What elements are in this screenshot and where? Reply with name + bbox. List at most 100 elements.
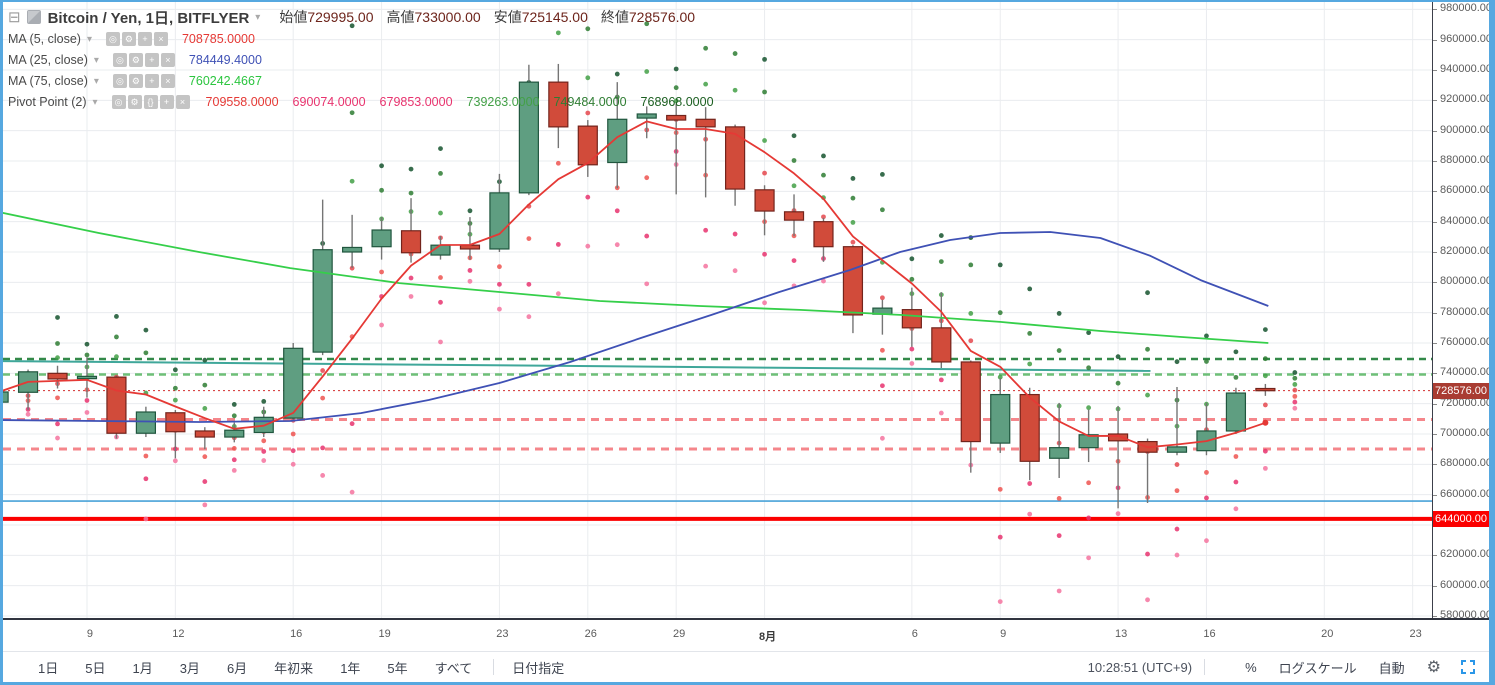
divider bbox=[1204, 659, 1206, 675]
pivot-s2-value: 679853.0000 bbox=[379, 95, 453, 109]
range-button-1年[interactable]: 1年 bbox=[340, 660, 361, 676]
add-icon[interactable]: + bbox=[144, 74, 159, 88]
candle-body bbox=[283, 347, 304, 419]
x-axis-label: 9 bbox=[86, 628, 94, 640]
bottom-toolbar: 1日 5日 1月 3月 6月 年初来 1年 5年 すべて 日付指定 10:28:51 (UTC+9… bbox=[0, 651, 1489, 682]
y-axis-tick bbox=[1433, 585, 1437, 587]
visibility-icon[interactable]: ◎ bbox=[112, 74, 127, 88]
y-axis-tick bbox=[1433, 343, 1437, 344]
visibility-icon[interactable]: ◎ bbox=[105, 32, 120, 46]
candle-body bbox=[842, 246, 864, 316]
candle-body bbox=[960, 361, 981, 443]
divider bbox=[493, 659, 495, 675]
ma75-line bbox=[3, 212, 1269, 344]
candle bbox=[724, 124, 746, 206]
y-axis-tick bbox=[1433, 373, 1437, 375]
chevron-down-icon[interactable]: ▾ bbox=[92, 96, 98, 108]
pivot-s1-value: 690074.0000 bbox=[292, 95, 366, 109]
candle-body bbox=[666, 114, 687, 121]
indicator-buttons: ◎ ⚙ + × bbox=[112, 53, 177, 67]
price-axis[interactable]: 580000.00600000.00620000.00640000.006600… bbox=[1433, 2, 1492, 621]
fullscreen-icon[interactable] bbox=[1461, 660, 1475, 674]
visibility-icon[interactable]: ◎ bbox=[112, 53, 127, 67]
date-range-button[interactable]: 日付指定 bbox=[512, 660, 565, 676]
indicator-buttons: ◎ ⚙ + × bbox=[105, 32, 170, 46]
candle bbox=[1019, 387, 1040, 481]
y-axis-tick bbox=[1433, 100, 1437, 102]
range-button-3月[interactable]: 3月 bbox=[179, 660, 200, 676]
y-axis-tick bbox=[1433, 494, 1437, 496]
y-axis-tick bbox=[1433, 221, 1437, 223]
source-icon[interactable]: {} bbox=[143, 95, 158, 109]
candle bbox=[430, 236, 451, 260]
candle bbox=[872, 299, 893, 335]
y-axis-label: 800000.00 bbox=[1440, 275, 1492, 288]
auto-scale-button[interactable]: 自動 bbox=[1378, 660, 1405, 676]
settings-icon[interactable]: ⚙ bbox=[128, 74, 143, 88]
candle-body bbox=[1166, 446, 1188, 453]
x-axis-label: 16 bbox=[290, 628, 303, 640]
high-value: 高値733000.00 bbox=[386, 9, 481, 25]
x-axis-label: 19 bbox=[378, 628, 391, 640]
settings-icon[interactable]: ⚙ bbox=[128, 53, 143, 67]
close-icon[interactable]: × bbox=[160, 74, 175, 88]
y-axis-tick bbox=[1433, 130, 1437, 132]
visibility-icon[interactable]: ◎ bbox=[111, 95, 126, 109]
range-button-5日[interactable]: 5日 bbox=[85, 660, 106, 676]
candle bbox=[194, 427, 215, 450]
price-chart-area[interactable] bbox=[3, 2, 1432, 618]
settings-icon[interactable]: ⚙ bbox=[121, 32, 136, 46]
range-button-1日[interactable]: 1日 bbox=[38, 660, 59, 676]
chevron-down-icon[interactable]: ▾ bbox=[93, 54, 99, 66]
close-icon[interactable]: × bbox=[175, 95, 190, 109]
range-button-1月[interactable]: 1月 bbox=[132, 660, 153, 676]
y-axis-label: 620000.00 bbox=[1440, 548, 1492, 561]
add-icon[interactable]: + bbox=[159, 95, 174, 109]
candlestick-chart[interactable] bbox=[3, 2, 1432, 618]
range-button-6月[interactable]: 6月 bbox=[226, 660, 248, 676]
log-scale-button[interactable]: ログスケール bbox=[1278, 660, 1357, 676]
range-button-すべて[interactable]: すべて bbox=[434, 660, 473, 676]
candle-body bbox=[1225, 392, 1247, 432]
y-axis-label: 960000.00 bbox=[1440, 32, 1492, 45]
close-icon[interactable]: × bbox=[160, 53, 175, 67]
y-axis-tick bbox=[1433, 282, 1437, 284]
candle bbox=[3, 391, 9, 403]
widget-border bbox=[0, 0, 1495, 2]
candle-body bbox=[1255, 387, 1276, 392]
price-axis-border bbox=[1432, 2, 1433, 618]
chevron-down-icon[interactable]: ▾ bbox=[93, 75, 99, 87]
candle bbox=[47, 365, 68, 389]
collapse-icon[interactable]: ⊟ bbox=[8, 9, 21, 26]
x-axis-label: 23 bbox=[1409, 628, 1422, 640]
widget-border bbox=[1489, 0, 1495, 685]
pivot-p-value: 709558.0000 bbox=[205, 95, 279, 109]
candle bbox=[931, 292, 952, 369]
legend: ⊟ Bitcoin / Yen, 1日, BITFLYER ▾ 始値729995… bbox=[8, 6, 714, 112]
pivot-r2-value: 749484.0000 bbox=[553, 95, 627, 109]
clock: 10:28:51 (UTC+9) bbox=[1087, 659, 1193, 675]
range-button-年初来[interactable]: 年初来 bbox=[274, 660, 314, 676]
symbol-title[interactable]: Bitcoin / Yen, 1日, BITFLYER bbox=[47, 9, 250, 27]
y-axis-label: 920000.00 bbox=[1440, 93, 1492, 106]
percent-scale-button[interactable]: % bbox=[1245, 659, 1257, 675]
candle bbox=[607, 82, 628, 189]
exchange-logo-icon bbox=[26, 10, 41, 24]
close-icon[interactable]: × bbox=[153, 32, 168, 46]
candle-body bbox=[3, 391, 9, 403]
chevron-down-icon[interactable]: ▾ bbox=[255, 11, 261, 23]
add-icon[interactable]: + bbox=[137, 32, 152, 46]
candle-body bbox=[901, 309, 922, 329]
y-axis-label: 680000.00 bbox=[1440, 457, 1492, 470]
y-axis-label: 760000.00 bbox=[1440, 336, 1492, 348]
time-axis[interactable]: 9 12 16 19 23 26 29 8月 6 9 13 16 20 23 bbox=[0, 618, 1489, 651]
candle bbox=[400, 198, 422, 263]
candle-body bbox=[371, 229, 392, 248]
range-button-5年[interactable]: 5年 bbox=[387, 660, 408, 676]
gear-icon[interactable]: ⚙ bbox=[1426, 659, 1441, 676]
add-icon[interactable]: + bbox=[144, 53, 159, 67]
settings-icon[interactable]: ⚙ bbox=[127, 95, 142, 109]
y-axis-tick bbox=[1433, 312, 1437, 314]
chevron-down-icon[interactable]: ▾ bbox=[86, 33, 92, 45]
candle bbox=[548, 63, 569, 149]
